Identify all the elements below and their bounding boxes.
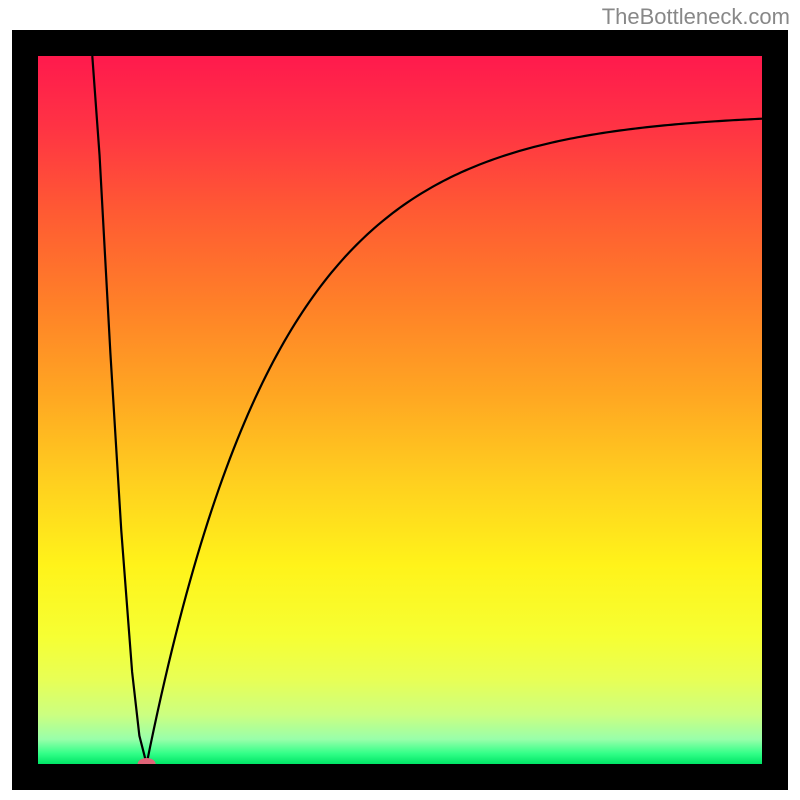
bottleneck-chart bbox=[0, 0, 800, 800]
plot-gradient-background bbox=[38, 56, 762, 764]
watermark-text: TheBottleneck.com bbox=[602, 4, 790, 30]
